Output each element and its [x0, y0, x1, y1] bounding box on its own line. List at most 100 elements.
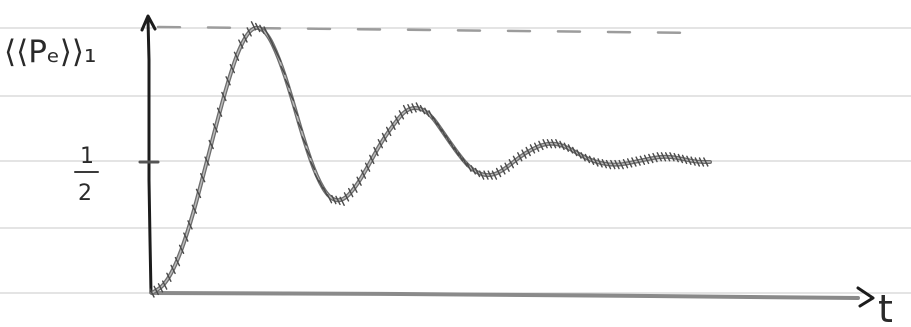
data-point-21: [415, 102, 421, 112]
data-point-24: [457, 152, 464, 162]
data-point-41: [677, 153, 684, 164]
data-point-15: [339, 196, 345, 207]
data-point-31: [550, 138, 557, 149]
data-point-20: [402, 104, 409, 115]
x-axis-label: t: [878, 287, 893, 327]
data-point-34: [584, 153, 591, 164]
data-point-16: [360, 169, 367, 179]
data-point-42: [681, 154, 688, 165]
data-point-22: [428, 110, 434, 120]
data-point-35: [601, 158, 607, 169]
data-point-1: [166, 272, 172, 282]
data-point-10: [284, 78, 290, 89]
data-point-26: [483, 170, 489, 180]
data-point-8: [250, 21, 257, 31]
data-point-19: [394, 115, 400, 125]
data-point-16: [356, 176, 362, 186]
y-tick-numerator: 1: [80, 144, 94, 169]
data-point-43: [703, 157, 709, 167]
data-point-29: [525, 146, 531, 157]
data-point-19: [390, 120, 396, 131]
data-point-23: [441, 128, 447, 138]
data-point-5: [221, 91, 227, 102]
data-point-39: [643, 154, 650, 165]
data-point-17: [373, 146, 379, 157]
data-point-5: [216, 107, 223, 117]
data-point-33: [567, 144, 574, 154]
data-point-14: [335, 195, 341, 206]
data-point-11: [297, 121, 303, 131]
data-point-39: [648, 153, 654, 164]
data-point-13: [314, 172, 320, 183]
data-point-22: [432, 116, 438, 126]
data-point-19: [398, 110, 405, 120]
data-point-21: [424, 107, 430, 117]
data-point-8: [254, 22, 261, 33]
y-tick-denominator: 2: [78, 181, 92, 206]
data-point-10: [276, 52, 282, 62]
data-point-23: [445, 134, 451, 145]
data-point-4: [208, 139, 214, 150]
data-point-31: [546, 138, 553, 149]
data-point-32: [559, 140, 565, 151]
data-point-21: [419, 104, 426, 115]
ruled-paper-lines: [0, 27, 911, 294]
data-point-42: [690, 156, 696, 166]
data-point-0: [153, 285, 159, 296]
data-point-2: [174, 256, 181, 267]
reference-lines: [156, 25, 702, 35]
data-point-38: [635, 156, 641, 166]
data-point-38: [639, 155, 646, 166]
series-line: [150, 25, 712, 295]
data-series: [149, 21, 712, 298]
data-point-27: [495, 167, 502, 178]
data-point-43: [694, 157, 700, 167]
data-point-38: [631, 157, 637, 167]
data-point-42: [686, 155, 692, 166]
data-point-18: [377, 138, 383, 149]
data-point-11: [288, 91, 295, 102]
series-line-highlight: [151, 27, 711, 294]
data-point-22: [436, 122, 443, 132]
data-point-17: [364, 162, 371, 172]
data-point-9: [267, 35, 274, 45]
data-point-28: [508, 158, 514, 169]
data-point-4: [204, 156, 210, 166]
data-point-24: [453, 146, 460, 157]
data-point-13: [322, 186, 328, 197]
data-point-12: [301, 136, 307, 146]
x-axis-arrowhead: [856, 286, 875, 308]
data-point-29: [521, 149, 527, 159]
data-point-6: [233, 51, 240, 61]
data-point-2: [178, 244, 185, 255]
data-point-29: [517, 152, 523, 162]
y-axis-arrowhead: [140, 14, 157, 32]
data-point-10: [280, 65, 286, 76]
data-point-7: [238, 39, 244, 49]
data-point-26: [479, 170, 485, 180]
data-point-33: [572, 146, 578, 157]
data-point-8: [259, 24, 265, 34]
data-point-5: [212, 123, 219, 133]
data-point-36: [605, 159, 612, 170]
data-point-41: [673, 152, 679, 163]
data-point-23: [449, 140, 455, 151]
data-point-25: [466, 162, 472, 172]
data-point-33: [576, 149, 582, 159]
data-point-15: [343, 192, 350, 202]
data-point-26: [487, 170, 493, 180]
data-point-27: [500, 165, 506, 175]
data-point-18: [381, 132, 388, 143]
data-point-15: [348, 187, 354, 198]
data-point-6: [229, 63, 236, 74]
data-point-28: [504, 162, 510, 172]
data-point-12: [305, 148, 312, 159]
data-point-17: [369, 154, 375, 165]
data-point-20: [411, 103, 417, 113]
data-point-1: [170, 264, 176, 275]
data-point-39: [652, 152, 658, 163]
data-point-30: [538, 140, 544, 151]
data-point-32: [563, 142, 569, 152]
data-point-30: [534, 142, 540, 152]
